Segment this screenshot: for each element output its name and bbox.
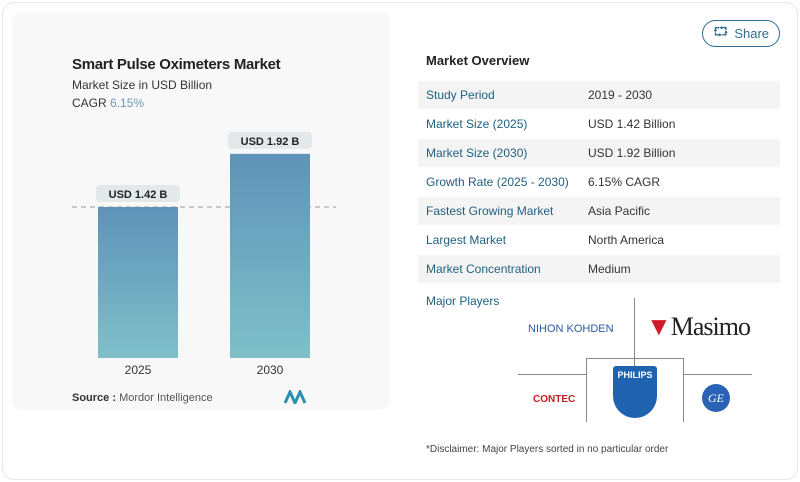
- overview-title: Market Overview: [426, 53, 530, 68]
- data-label-bg: [228, 131, 312, 149]
- overview-row: Market Concentration Medium: [418, 255, 780, 284]
- data-label: USD 1.42 B: [109, 189, 168, 201]
- cagr: CAGR 6.15%: [72, 96, 144, 110]
- chart-subtitle: Market Size in USD Billion: [72, 78, 213, 92]
- overview-row: Study Period 2019 - 2030: [418, 81, 780, 110]
- cagr-value: 6.15%: [110, 96, 145, 110]
- row-key: Fastest Growing Market: [426, 204, 554, 218]
- contec-logo: CONTEC: [533, 394, 576, 405]
- row-key: Study Period: [426, 88, 495, 102]
- row-value: 2019 - 2030: [588, 88, 653, 102]
- data-label: USD 1.92 B: [241, 136, 300, 148]
- row-value: Asia Pacific: [588, 204, 651, 218]
- row-key: Market Size (2030): [426, 146, 528, 160]
- row-key: Largest Market: [426, 233, 507, 247]
- cagr-label: CAGR: [72, 96, 107, 110]
- chart-card: [12, 12, 390, 410]
- row-key: Growth Rate (2025 - 2030): [426, 175, 569, 189]
- row-value: USD 1.42 Billion: [588, 117, 676, 131]
- ge-logo: GE: [702, 384, 730, 412]
- overview-row: Growth Rate (2025 - 2030) 6.15% CAGR: [418, 168, 780, 197]
- overview-row: Fastest Growing Market Asia Pacific: [418, 197, 780, 226]
- major-players-label: Major Players: [426, 294, 500, 308]
- source: Source : Mordor Intelligence: [72, 392, 213, 404]
- mordor-logo-icon: [284, 390, 307, 404]
- bar-2025: [98, 207, 178, 358]
- philips-logo: PHILIPS: [613, 366, 657, 418]
- row-value: 6.15% CAGR: [588, 175, 661, 189]
- nihon-kohden-logo: NIHON KOHDEN: [528, 323, 614, 335]
- row-value: Medium: [588, 262, 631, 276]
- share-button[interactable]: ⮔ Share: [702, 20, 780, 47]
- masimo-logo: ▼Masimo: [646, 312, 751, 341]
- row-value: North America: [588, 233, 665, 247]
- x-tick-label: 2030: [257, 363, 284, 377]
- overview-row: Market Size (2025) USD 1.42 Billion: [418, 110, 780, 139]
- row-key: Market Size (2025): [426, 117, 528, 131]
- row-key: Market Concentration: [426, 262, 541, 276]
- row-value: USD 1.92 Billion: [588, 146, 676, 160]
- data-label-bg: [96, 185, 180, 202]
- chart-title: Smart Pulse Oximeters Market: [72, 56, 281, 73]
- x-tick-label: 2025: [125, 363, 152, 377]
- share-icon: ⮔: [712, 23, 729, 39]
- bar-chart: USD 1.42 B 2025 USD 1.92 B 2030: [72, 131, 336, 377]
- bar-2030: [230, 153, 310, 358]
- overview-row: Market Size (2030) USD 1.92 Billion: [418, 139, 780, 168]
- overview-row: Largest Market North America: [418, 226, 780, 255]
- disclaimer: *Disclaimer: Major Players sorted in no …: [426, 444, 669, 455]
